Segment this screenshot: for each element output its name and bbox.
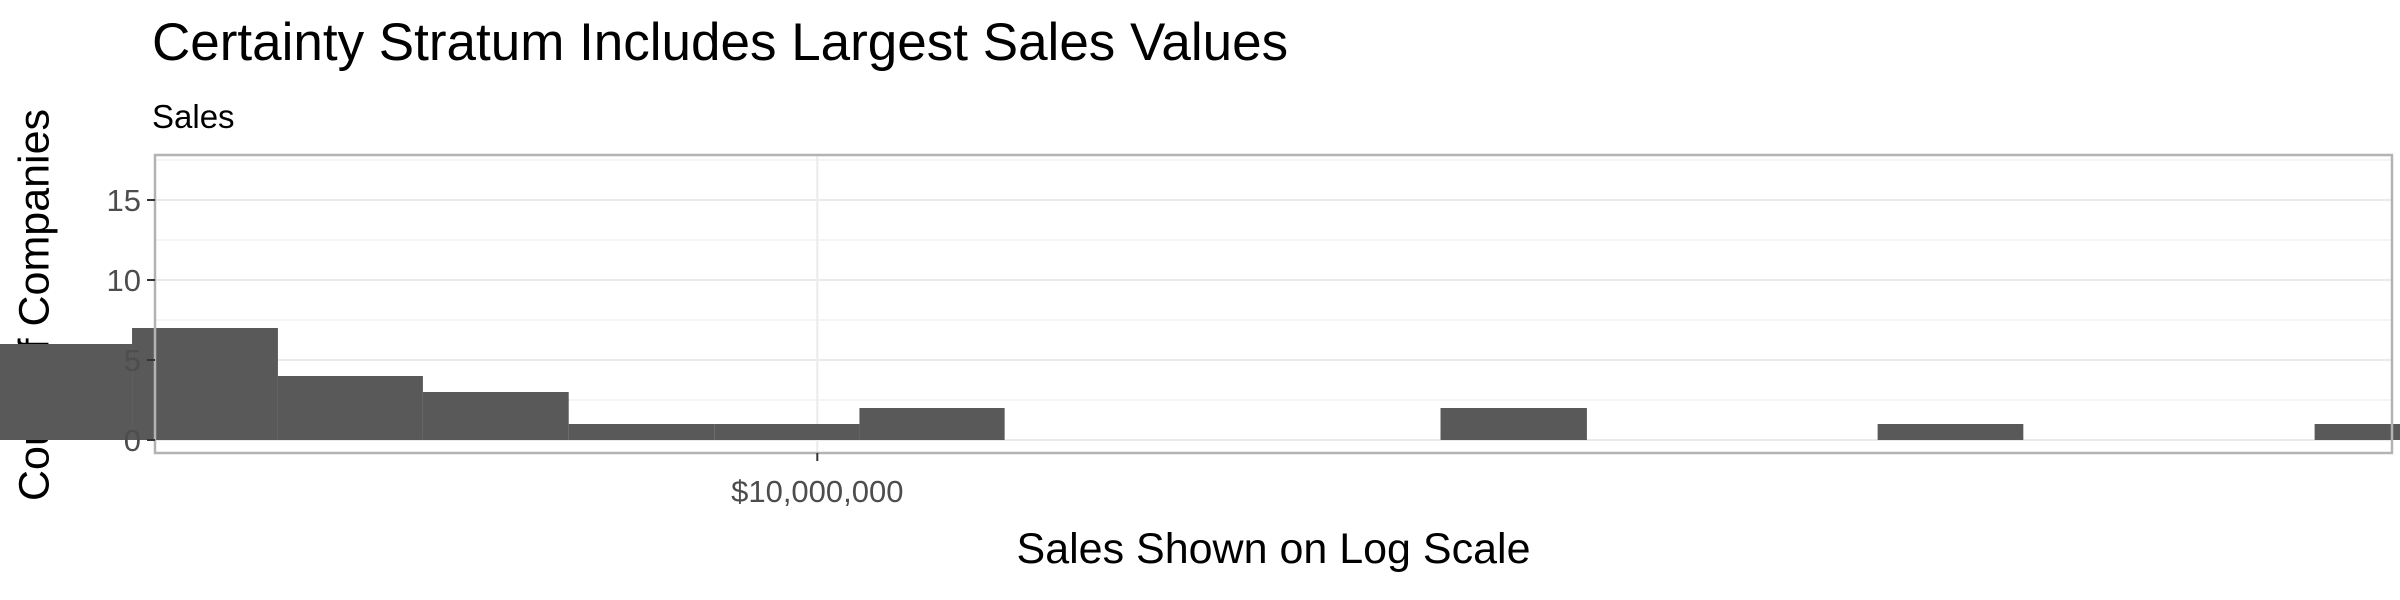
chart-subtitle: Sales xyxy=(152,98,235,135)
histogram-bar-10 xyxy=(1440,408,1587,440)
histogram-bar-8 xyxy=(714,424,860,440)
histogram-bar-6 xyxy=(422,392,569,440)
histogram-bar-3 xyxy=(0,344,133,440)
histogram-bar-4 xyxy=(132,328,278,440)
x-tick-label: $10,000,000 xyxy=(731,474,903,509)
histogram-bar-11 xyxy=(1877,424,2024,440)
y-tick-label: 0 xyxy=(124,423,141,458)
x-axis-label: Sales Shown on Log Scale xyxy=(1016,525,1531,573)
y-tick-label: 10 xyxy=(107,263,141,298)
histogram-bar-9 xyxy=(859,408,1005,440)
y-tick-label: 15 xyxy=(107,183,141,218)
histogram-bar-12 xyxy=(2314,424,2400,440)
panel-border xyxy=(153,153,2394,455)
chart-title: Certainty Stratum Includes Largest Sales… xyxy=(152,13,1289,72)
histogram-bar-7 xyxy=(568,424,715,440)
histogram-bar-5 xyxy=(277,376,423,440)
y-tick-label: 5 xyxy=(124,343,141,378)
